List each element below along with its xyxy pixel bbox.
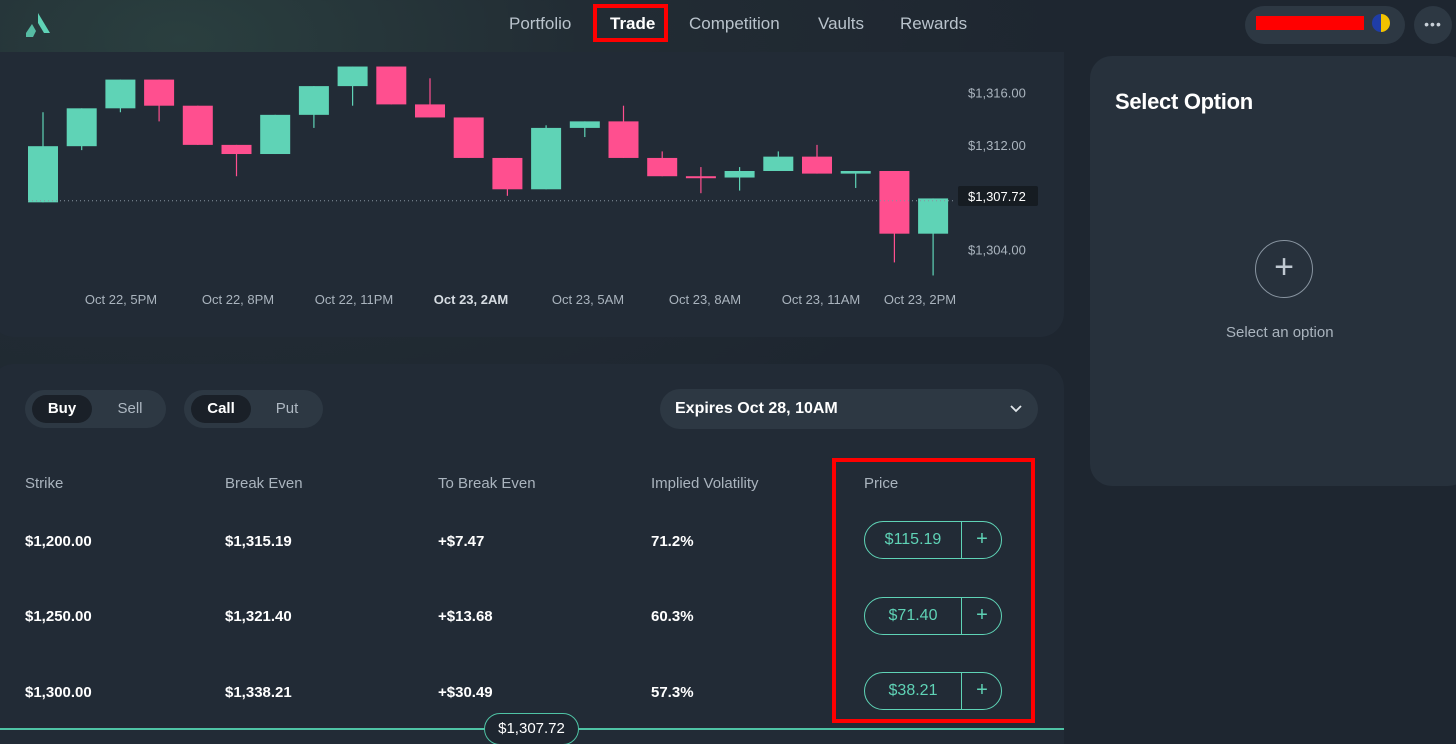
empty-state-text: Select an option (1226, 324, 1334, 341)
candle-down[interactable] (182, 105, 213, 145)
candle-up[interactable] (531, 127, 562, 190)
nav-competition[interactable]: Competition (689, 14, 780, 33)
candle-up[interactable] (66, 108, 97, 147)
row-3-break-even: $1,338.21 (225, 684, 292, 701)
redacted-address (1256, 16, 1364, 30)
trade-highlight-box (593, 4, 668, 42)
call-put-toggle: Call Put (184, 390, 323, 428)
x-tick-label: Oct 23, 2AM (434, 292, 508, 307)
candle-down[interactable] (802, 156, 832, 174)
row-3-strike: $1,300.00 (25, 684, 92, 701)
candle-down[interactable] (608, 121, 639, 158)
row-2-iv: 60.3% (651, 608, 694, 625)
row-2-price-button[interactable]: $71.40 + (864, 597, 1002, 635)
candle-down[interactable] (879, 171, 910, 234)
put-tab[interactable]: Put (275, 400, 299, 417)
row-3-price-button[interactable]: $38.21 + (864, 672, 1002, 710)
y-tick-label: $1,312.00 (968, 138, 1026, 153)
nav-portfolio[interactable]: Portfolio (509, 14, 572, 33)
candle-up[interactable] (569, 121, 600, 128)
x-tick-label: Oct 23, 2PM (884, 292, 956, 307)
add-icon[interactable]: + (976, 604, 988, 626)
candle-up[interactable] (105, 79, 136, 109)
chevron-down-icon (1010, 398, 1022, 423)
candle-up[interactable] (298, 86, 329, 115)
candle-up[interactable] (840, 171, 871, 174)
app-logo-icon[interactable] (24, 11, 52, 39)
row-1-to-break-even: +$7.47 (438, 533, 485, 550)
row-1-price-button[interactable]: $115.19 + (864, 521, 1002, 559)
candle-down[interactable] (453, 117, 484, 158)
add-icon[interactable]: + (976, 528, 988, 550)
candle-down[interactable] (144, 79, 175, 106)
header-break-even: Break Even (225, 475, 303, 492)
nav-rewards[interactable]: Rewards (900, 14, 968, 33)
expiry-label: Expires Oct 28, 10AM (675, 400, 838, 417)
row-1-strike: $1,200.00 (25, 533, 92, 550)
candlestick-chart[interactable]: $1,316.00 $1,312.00 $1,304.00 $1,307.72 Oc… (0, 0, 1064, 337)
candle-down[interactable] (415, 104, 445, 118)
x-tick-label: Oct 22, 8PM (202, 292, 274, 307)
row-1-break-even: $1,315.19 (225, 533, 292, 550)
y-tick-label: $1,304.00 (968, 242, 1026, 257)
candle-down[interactable] (492, 157, 523, 190)
header-implied-volatility: Implied Volatility (651, 475, 759, 492)
candle-down[interactable] (647, 157, 678, 177)
row-2-to-break-even: +$13.68 (438, 608, 493, 625)
price-highlight-box (832, 458, 1035, 723)
top-bar: Portfolio Trade Competition Vaults Rewar… (0, 0, 1456, 52)
x-tick-label: Oct 23, 8AM (669, 292, 741, 307)
wallet-button[interactable] (1245, 6, 1405, 44)
x-tick-label: Oct 22, 5PM (85, 292, 157, 307)
candle-up[interactable] (918, 198, 949, 234)
row-3-price: $38.21 (865, 673, 962, 709)
header-price: Price (864, 475, 899, 492)
row-3-to-break-even: +$30.49 (438, 684, 493, 701)
candle-down[interactable] (221, 144, 252, 155)
row-2-price: $71.40 (865, 598, 962, 634)
row-2-break-even: $1,321.40 (225, 608, 292, 625)
header-to-break-even: To Break Even (438, 475, 536, 492)
call-tab[interactable]: Call (191, 395, 251, 423)
candle-up[interactable] (724, 171, 755, 178)
row-2-strike: $1,250.00 (25, 608, 92, 625)
row-3-iv: 57.3% (651, 684, 694, 701)
current-price-tag-bg (958, 186, 1038, 206)
select-option-panel: Select Option + Select an option (1090, 56, 1456, 486)
x-tick-label: Oct 23, 5AM (552, 292, 624, 307)
buy-tab[interactable]: Buy (32, 395, 92, 423)
network-icon (1372, 14, 1390, 32)
panel-title: Select Option (1115, 89, 1253, 114)
expiry-dropdown[interactable]: Expires Oct 28, 10AM (660, 389, 1038, 429)
row-1-price: $115.19 (865, 522, 962, 558)
buy-sell-toggle: Buy Sell (25, 390, 166, 428)
price-scrubber-label[interactable]: $1,307.72 (484, 713, 579, 744)
x-tick-label: Oct 23, 11AM (782, 292, 861, 307)
x-tick-label: Oct 22, 11PM (315, 292, 394, 307)
current-price-tag: $1,307.72 (968, 189, 1026, 204)
nav-trade[interactable]: Trade (610, 14, 656, 33)
nav-vaults[interactable]: Vaults (818, 14, 864, 33)
add-icon[interactable]: + (976, 679, 988, 701)
row-1-iv: 71.2% (651, 533, 694, 550)
candle-down[interactable] (685, 176, 716, 179)
candle-up[interactable] (763, 156, 794, 171)
candle-down[interactable] (376, 66, 407, 105)
header-strike: Strike (25, 475, 64, 492)
sell-tab[interactable]: Sell (117, 400, 143, 417)
candle-up[interactable] (260, 114, 291, 155)
more-options-icon[interactable]: ••• (1414, 6, 1452, 44)
add-option-icon[interactable]: + (1255, 240, 1313, 298)
candle-up[interactable] (337, 66, 368, 87)
y-tick-label: $1,316.00 (968, 86, 1026, 101)
candle-up[interactable] (28, 146, 58, 203)
